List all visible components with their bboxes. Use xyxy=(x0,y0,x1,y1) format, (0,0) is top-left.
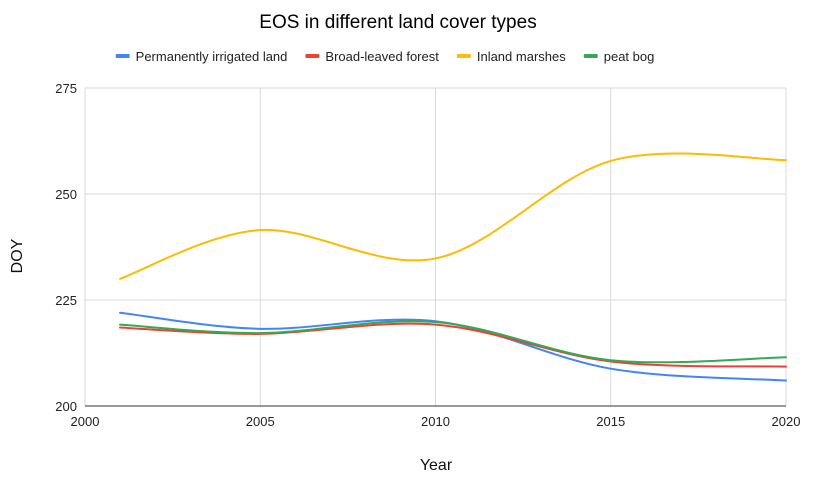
chart-title: EOS in different land cover types xyxy=(259,12,536,33)
series-line xyxy=(119,152,787,280)
y-tick-label: 225 xyxy=(55,293,77,308)
legend-item: Inland marshes xyxy=(456,49,566,64)
legend-label: peat bog xyxy=(604,49,655,64)
legend: Permanently irrigated land Broad-leaved f… xyxy=(115,49,655,64)
x-tick-label: 2015 xyxy=(596,414,625,429)
legend-swatch xyxy=(456,54,471,58)
series-line xyxy=(119,320,787,364)
y-tick-label: 200 xyxy=(55,399,77,414)
x-tick-label: 2005 xyxy=(246,414,275,429)
y-tick-label: 275 xyxy=(55,81,77,96)
legend-label: Permanently irrigated land xyxy=(136,49,288,64)
y-tick-label: 250 xyxy=(55,187,77,202)
legend-item: peat bog xyxy=(583,49,655,64)
legend-swatch xyxy=(115,54,130,58)
legend-swatch xyxy=(583,54,598,58)
series-line xyxy=(119,322,787,368)
gridlines xyxy=(84,87,787,406)
x-tick-label: 2000 xyxy=(71,414,100,429)
x-axis-label: Year xyxy=(420,457,453,474)
legend-item: Broad-leaved forest xyxy=(305,49,439,64)
series-lines xyxy=(119,152,787,382)
legend-label: Broad-leaved forest xyxy=(325,49,439,64)
legend-swatch xyxy=(305,54,320,58)
x-tick-label: 2010 xyxy=(421,414,450,429)
series-line xyxy=(119,311,787,382)
legend-item: Permanently irrigated land xyxy=(115,49,288,64)
axis-ticks: 200 225 250 275 2000 2005 2010 2015 2020 xyxy=(55,81,800,429)
x-tick-label: 2020 xyxy=(772,414,801,429)
y-axis-label: DOY xyxy=(9,238,26,273)
legend-label: Inland marshes xyxy=(477,49,566,64)
